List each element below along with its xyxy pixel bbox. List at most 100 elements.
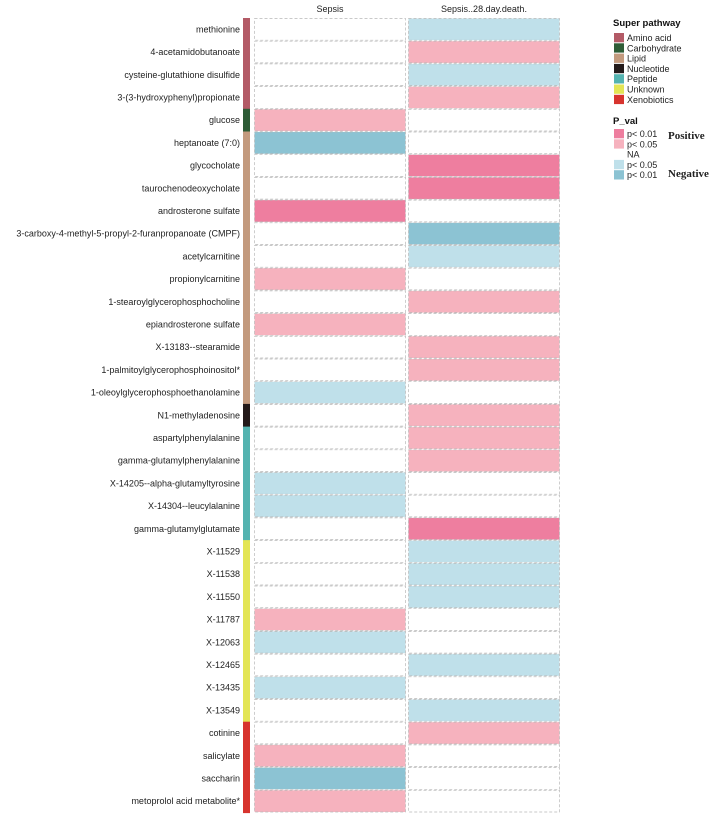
pathway-segment-unknown [243,540,250,564]
column-headers: Sepsis Sepsis..28.day.death. [316,4,526,14]
heatmap-cell-sepsis-28-day-death [408,199,560,223]
row-label: propionylcarnitine [169,274,240,284]
heatmap-cell-sepsis [254,472,406,495]
heatmap-cell-sepsis [254,494,406,518]
heatmap-cell-sepsis [254,585,406,609]
heatmap-cells [254,18,560,813]
legend-swatch-nucleotide [614,63,624,74]
legend-p-value: P_val Positive Negative p< 0.01p< 0.05NA… [613,116,709,180]
heatmap-cell-sepsis-28-day-death [408,267,560,291]
heatmap-cell-sepsis [254,676,406,699]
row-label: heptanoate (7:0) [174,138,240,148]
pathway-segment-lipid [243,267,250,291]
heatmap-cell-sepsis [254,154,406,177]
heatmap-cell-sepsis-28-day-death [408,404,560,427]
heatmap-cell-sepsis-28-day-death [408,789,560,813]
row-label: cysteine-glutathione disulfide [124,70,240,80]
row-label: X-12063 [206,637,240,647]
heatmap-cell-sepsis-28-day-death [408,608,560,631]
legend-swatch-p-0-01-negative [614,170,624,180]
pathway-segment-lipid [243,176,250,201]
heatmap-cell-sepsis-28-day-death [408,245,560,268]
legend-item-label: p< 0.05 [627,139,657,149]
pathway-segment-unknown [243,699,250,723]
heatmap-cell-sepsis-28-day-death [408,86,560,109]
row-label: methionine [196,24,240,34]
row-labels: methionine 4-acetamidobutanoate cysteine-g… [16,24,240,806]
legend-swatch-p-0-05-positive [614,139,624,149]
pathway-annotation-bar [243,18,250,814]
pathway-segment-nucleotide [243,403,250,428]
row-label: X-14304--leucylalanine [148,501,240,511]
heatmap-cell-sepsis [254,245,406,268]
heatmap-cell-sepsis-28-day-death [408,63,560,86]
pathway-segment-lipid [243,245,250,269]
heatmap-cell-sepsis [254,744,406,767]
legend-swatch-amino-acid [614,33,624,43]
heatmap-cell-sepsis [254,108,406,132]
pathway-segment-peptide [243,449,250,473]
row-label: aspartylphenylalanine [153,433,240,443]
heatmap-cell-sepsis [254,335,406,359]
row-label: androsterone sulfate [158,206,240,216]
row-label: taurochenodeoxycholate [142,183,240,193]
pathway-segment-amino-acid [243,18,250,42]
pathway-segment-unknown [243,630,250,655]
pathway-segment-xenobiotics [243,721,250,745]
heatmap-cell-sepsis-28-day-death [408,562,560,586]
legend-swatch-p-0-01-positive [614,129,624,139]
legend-item-label: p< 0.01 [627,170,657,180]
heatmap-cell-sepsis [254,631,406,654]
heatmap-cell-sepsis [254,358,406,382]
heatmap-cell-sepsis [254,767,406,790]
pathway-segment-amino-acid [243,40,250,64]
pathway-segment-lipid [243,199,250,223]
legend-swatch-xenobiotics [614,94,624,105]
pathway-segment-lipid [243,131,250,155]
heatmap-cell-sepsis [254,721,406,745]
legend-positive-label: Positive [668,130,705,142]
pathway-segment-unknown [243,585,250,609]
pathway-segment-amino-acid [243,86,250,110]
legend-item-label: Xenobiotics [627,95,674,105]
heatmap-cell-sepsis [254,653,406,677]
row-label: gamma-glutamylphenylalanine [118,456,240,466]
heatmap-cell-sepsis [254,426,406,450]
heatmap-cell-sepsis [254,86,406,109]
heatmap-cell-sepsis [254,789,406,813]
pathway-segment-xenobiotics [243,789,250,814]
legend-pathway-title: Super pathway [613,18,681,29]
legend-swatch-carbohydrate [614,43,624,53]
heatmap-cell-sepsis-28-day-death [408,358,560,382]
legend-item-label: Amino acid [627,33,672,43]
row-label: saccharin [201,774,240,784]
legend-swatch-unknown [614,84,624,94]
row-label: X-13183--stearamide [155,342,240,352]
heatmap-cell-sepsis [254,40,406,64]
heatmap-cell-sepsis-28-day-death [408,676,560,699]
heatmap-cell-sepsis [254,199,406,223]
legend-item-label: NA [627,150,640,160]
heatmap-cell-sepsis-28-day-death [408,585,560,609]
heatmap-cell-sepsis-28-day-death [408,699,560,722]
legend-item-label: p< 0.01 [627,129,657,139]
heatmap-cell-sepsis [254,267,406,291]
legend-pval-title: P_val [613,116,638,127]
row-label: cotinine [209,728,240,738]
heatmap-cell-sepsis-28-day-death [408,40,560,64]
heatmap-cell-sepsis-28-day-death [408,472,560,495]
heatmap-cell-sepsis-28-day-death [408,494,560,518]
pathway-segment-lipid [243,313,250,337]
row-label: 1-palmitoylglycerophosphoinositol* [101,365,240,375]
row-label: X-13549 [206,705,240,715]
legend-item-label: Peptide [627,74,658,84]
column-header-sepsis: Sepsis [316,4,344,14]
row-label: X-12465 [206,660,240,670]
pathway-segment-peptide [243,517,250,541]
legend-swatch-na [614,149,624,159]
row-label: epiandrosterone sulfate [146,319,240,329]
row-label: acetylcarnitine [182,251,240,261]
heatmap-cell-sepsis-28-day-death [408,131,560,155]
heatmap-cell-sepsis-28-day-death [408,631,560,654]
